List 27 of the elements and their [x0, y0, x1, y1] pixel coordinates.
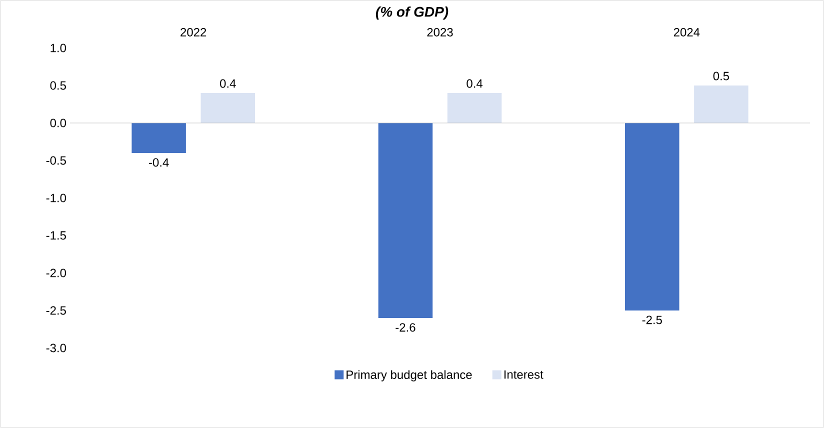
chart-title: (% of GDP) — [376, 6, 448, 20]
bar — [447, 92, 502, 123]
data-label: -2.6 — [396, 323, 416, 332]
x-tick-label: 2023 — [427, 28, 453, 36]
y-tick-label: 1.0 — [50, 44, 66, 52]
y-tick-label: -2.5 — [46, 306, 66, 315]
x-tick-label: 2022 — [180, 28, 206, 36]
bar — [378, 122, 433, 318]
y-tick-label: -1.0 — [46, 194, 66, 202]
bar — [132, 122, 186, 153]
data-label: 0.5 — [713, 72, 730, 80]
y-tick-label: -0.5 — [46, 156, 66, 165]
y-tick-label: 0.0 — [50, 118, 66, 128]
y-tick-label: -2.0 — [46, 268, 66, 278]
bar — [694, 85, 748, 123]
bar — [625, 122, 680, 310]
y-tick-label: -3.0 — [46, 344, 66, 352]
y-tick-label: 0.5 — [50, 81, 66, 90]
x-tick-label: 2024 — [674, 28, 700, 36]
legend-label: Interest — [504, 370, 544, 379]
y-tick-label: -1.5 — [46, 231, 66, 240]
data-label: -2.5 — [642, 316, 662, 324]
data-label: 0.4 — [466, 79, 483, 88]
data-label: 0.4 — [220, 79, 236, 88]
legend-label: Primary budget balance — [346, 370, 472, 382]
bar — [200, 92, 256, 123]
data-label: -0.4 — [149, 158, 169, 167]
